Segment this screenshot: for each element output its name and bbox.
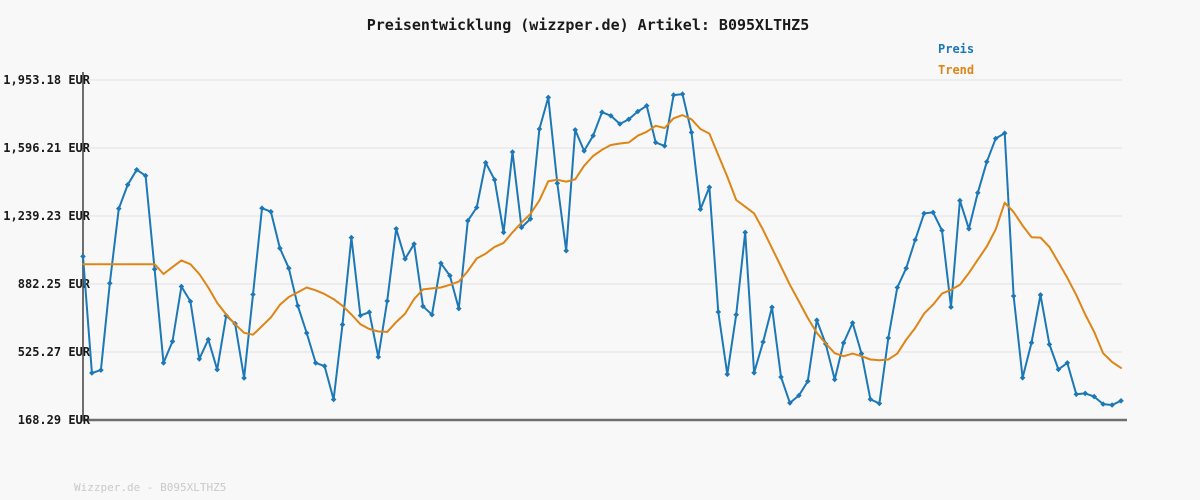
y-tick-label: 168.29 EUR — [18, 413, 91, 427]
y-tick-label: 882.25 EUR — [18, 277, 91, 291]
watermark-text: Wizzper.de - B095XLTHZ5 — [74, 481, 227, 494]
chart-title: Preisentwicklung (wizzper.de) Artikel: B… — [366, 16, 810, 34]
y-tick-label: 1,239.23 EUR — [3, 209, 90, 223]
chart-legend: Preis Trend — [938, 39, 974, 81]
preis-series-line — [82, 93, 1122, 406]
trend-series-line — [82, 114, 1122, 369]
legend-item-preis: Preis — [938, 42, 975, 56]
y-tick-label: 1,596.21 EUR — [3, 141, 90, 155]
preis-series-markers — [80, 91, 1124, 408]
y-tick-label: 1,953.18 EUR — [3, 73, 90, 87]
y-tick-label: 525.27 EUR — [18, 345, 91, 359]
legend-item-trend: Trend — [938, 63, 975, 77]
